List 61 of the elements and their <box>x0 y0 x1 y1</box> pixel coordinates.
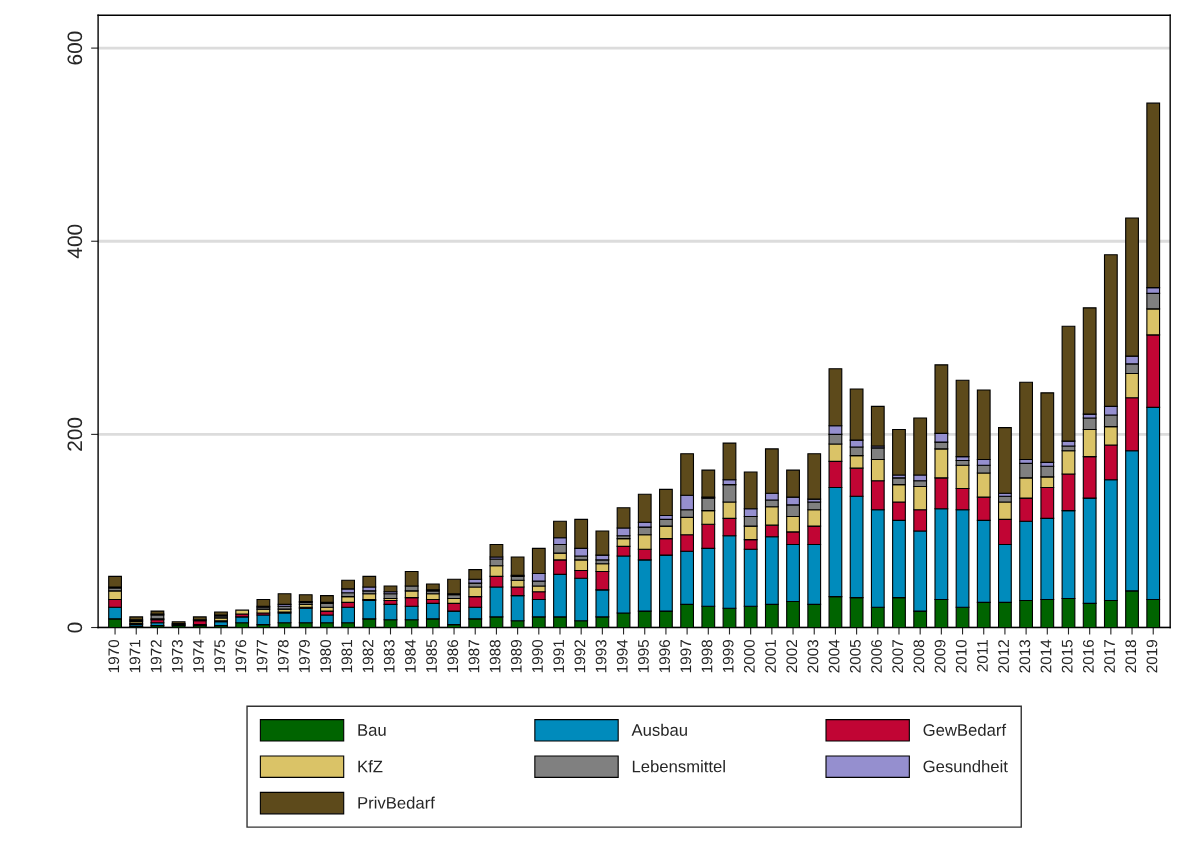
x-tick-label: 1984 <box>404 639 416 673</box>
x-tick-label: 2000 <box>743 639 755 673</box>
x-tick-label: 1999 <box>722 640 734 673</box>
x-tick-label: 2011 <box>977 640 988 672</box>
x-tick-label: 1991 <box>553 640 565 673</box>
x-tick-label: 1982 <box>362 640 374 673</box>
x-tick-label: 2012 <box>998 640 1010 673</box>
x-tick-label: 1987 <box>468 640 480 673</box>
x-tick-label: 1978 <box>277 639 289 673</box>
legend-label: PrivBedarf <box>358 796 435 809</box>
x-tick-label: 2004 <box>828 639 840 673</box>
x-tick-label: 1971 <box>129 640 141 673</box>
legend-label: Lebensmittel <box>632 760 725 773</box>
x-tick-label: 2003 <box>807 639 819 673</box>
x-tick-label: 1976 <box>235 639 247 673</box>
x-tick-label: 2007 <box>892 640 904 673</box>
x-tick-label: 2001 <box>765 640 776 673</box>
x-tick-label: 1981 <box>341 640 353 673</box>
x-tick-label: 2014 <box>1040 639 1052 673</box>
x-tick-label: 1994 <box>616 639 628 673</box>
x-tick-label: 2015 <box>1061 639 1073 673</box>
x-tick-label: 1970 <box>108 639 120 673</box>
x-tick-label: 1974 <box>193 639 204 673</box>
x-tick-label: 2017 <box>1104 640 1115 673</box>
x-tick-label: 1983 <box>383 639 395 673</box>
legend-label: Gesundheit <box>923 760 1008 773</box>
x-tick-label: 1993 <box>595 639 607 673</box>
legend-label: GewBedarf <box>923 723 1007 736</box>
x-tick-label: 1992 <box>574 640 586 673</box>
x-tick-label: 1973 <box>171 639 183 673</box>
x-tick-label: 2019 <box>1146 640 1158 673</box>
y-tick-label: 0 <box>67 622 83 633</box>
y-tick-label: 400 <box>67 224 83 259</box>
x-tick-label: 1990 <box>532 639 543 673</box>
x-tick-label: 2016 <box>1082 639 1094 673</box>
x-tick-label: 1988 <box>489 639 501 673</box>
x-tick-label: 1986 <box>447 639 459 673</box>
x-tick-label: 1985 <box>426 639 437 673</box>
x-tick-label: 1997 <box>680 640 692 673</box>
legend-label: Ausbau <box>631 723 687 736</box>
x-tick-label: 1979 <box>299 640 310 673</box>
x-tick-label: 2005 <box>849 639 861 673</box>
legend-label: KfZ <box>358 760 383 773</box>
x-tick-label: 2018 <box>1125 639 1137 673</box>
x-tick-label: 1980 <box>320 639 332 673</box>
x-tick-label: 1998 <box>701 639 713 673</box>
x-tick-label: 2006 <box>871 639 882 673</box>
x-tick-label: 1996 <box>659 639 671 673</box>
x-tick-label: 2008 <box>913 639 925 673</box>
x-tick-label: 2010 <box>955 639 967 673</box>
x-tick-label: 1977 <box>256 640 268 673</box>
x-tick-label: 2009 <box>934 640 946 673</box>
x-tick-label: 1989 <box>510 640 522 673</box>
x-tick-label: 1972 <box>150 640 162 673</box>
y-tick-label: 600 <box>67 31 83 65</box>
x-tick-label: 2013 <box>1019 639 1031 673</box>
y-tick-label: 200 <box>67 417 83 451</box>
x-tick-label: 1995 <box>638 639 649 673</box>
x-tick-label: 2002 <box>786 640 798 673</box>
legend-label: Bau <box>358 724 386 736</box>
x-tick-label: 1975 <box>214 639 226 673</box>
